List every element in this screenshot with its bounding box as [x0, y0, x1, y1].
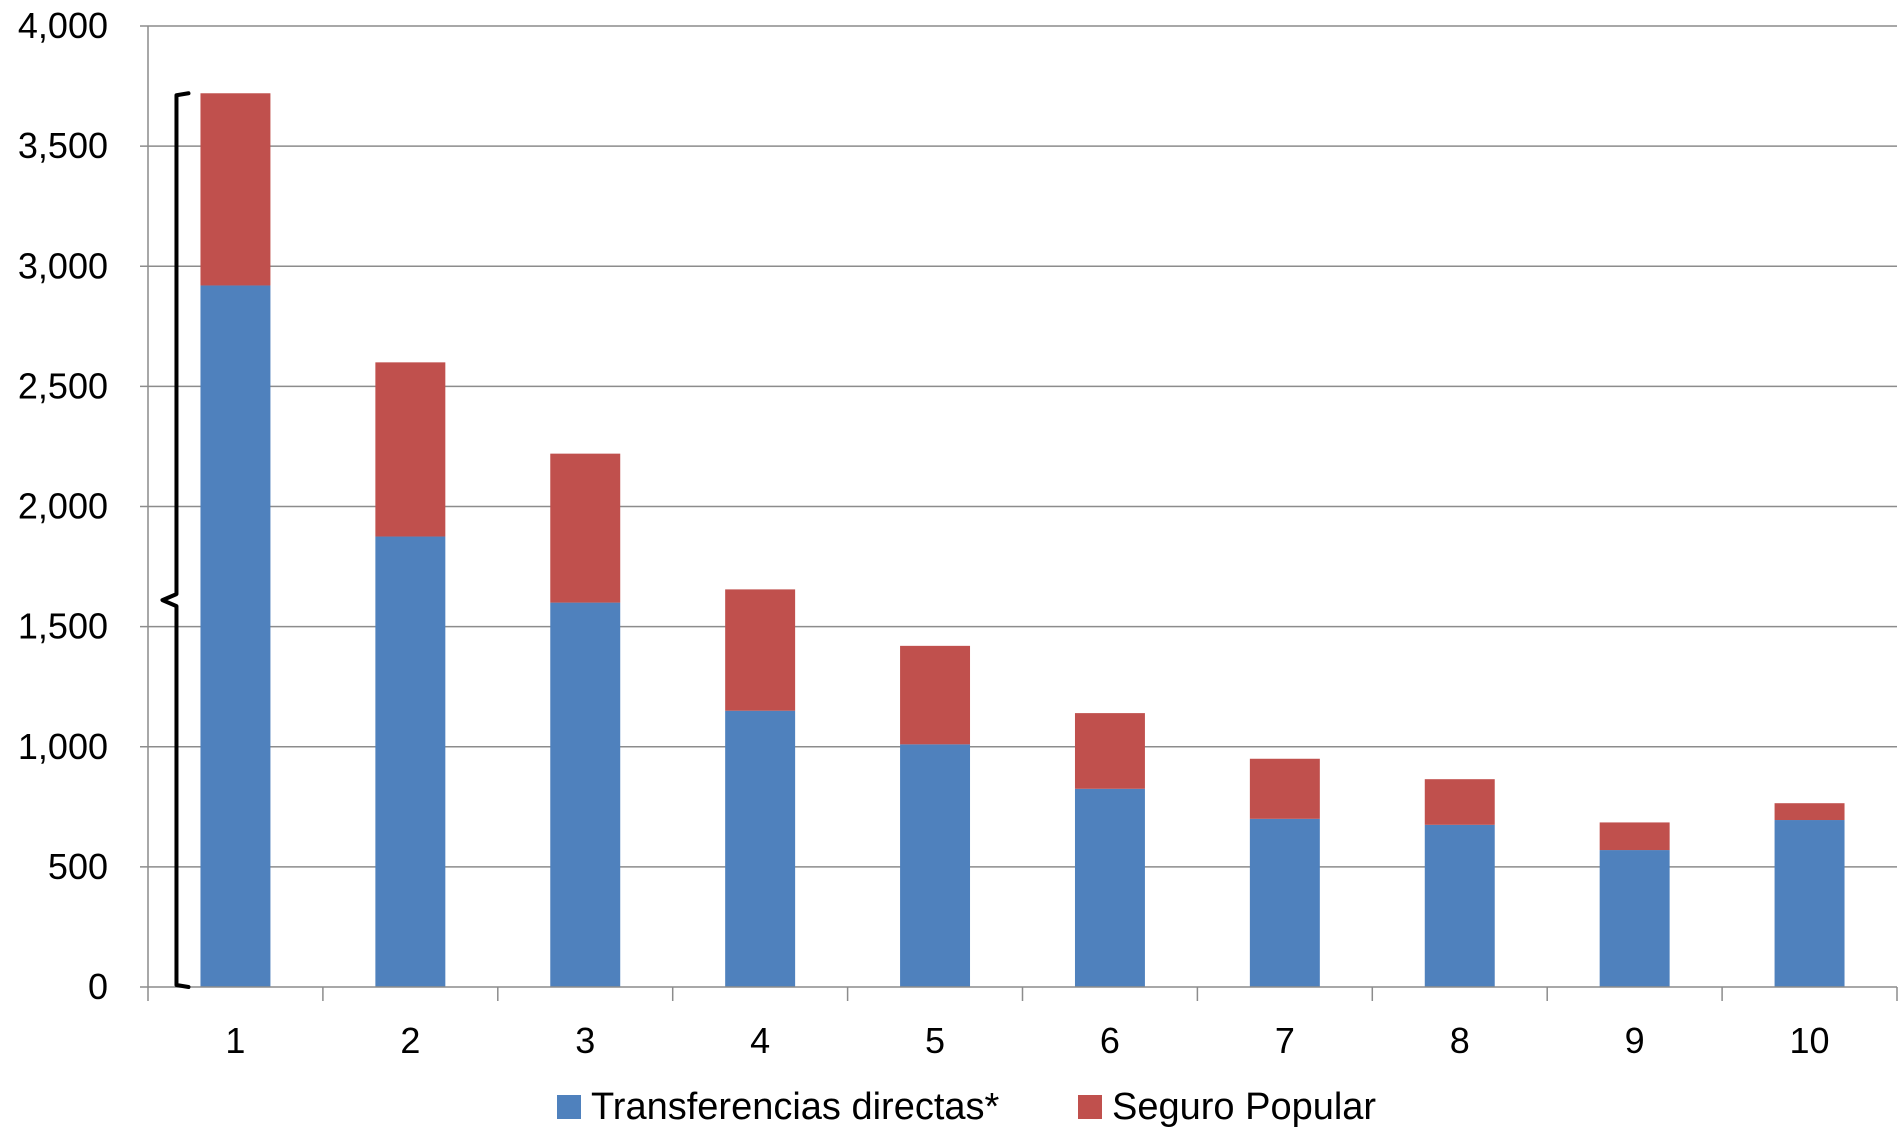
brace-annotation	[160, 91, 191, 989]
x-tick-label: 3	[575, 1020, 595, 1061]
annotations	[160, 91, 191, 989]
x-tick-label: 6	[1100, 1020, 1120, 1061]
bar-segment-transferencias	[1424, 824, 1495, 987]
bar-segment-transferencias	[900, 744, 971, 987]
x-tick-label: 2	[400, 1020, 420, 1061]
x-tick-label: 8	[1450, 1020, 1470, 1061]
bar-segment-transferencias	[1774, 820, 1845, 987]
x-tick-label: 5	[925, 1020, 945, 1061]
y-tick-label: 0	[88, 966, 108, 1007]
y-tick-label: 4,000	[18, 5, 108, 46]
bar-segment-seguro-popular	[550, 453, 621, 603]
legend-swatch-transferencias	[557, 1095, 581, 1119]
x-tick-label: 10	[1790, 1020, 1830, 1061]
y-tick-label: 500	[48, 846, 108, 887]
bar-segment-seguro-popular	[1424, 779, 1495, 825]
bar-segment-seguro-popular	[1249, 758, 1320, 819]
legend-swatch-seguro-popular	[1078, 1095, 1102, 1119]
y-tick-label: 3,000	[18, 245, 108, 286]
x-tick-label: 7	[1275, 1020, 1295, 1061]
axes: 0 500 1,000 1,500 2,000 2,500 3,000 3,500 4,000 1…	[18, 5, 1898, 1061]
x-tick-label: 9	[1625, 1020, 1645, 1061]
bar-segment-transferencias	[200, 285, 271, 988]
bar-segment-seguro-popular	[900, 645, 971, 745]
bar-segment-transferencias	[1249, 818, 1320, 987]
bars	[200, 93, 1845, 988]
bar-segment-seguro-popular	[375, 362, 446, 537]
bar-segment-seguro-popular	[1774, 803, 1845, 821]
bar-segment-transferencias	[1074, 788, 1145, 987]
bar-segment-transferencias	[725, 710, 796, 987]
legend-label-transferencias: Transferencias directas*	[591, 1086, 1000, 1128]
bar-segment-transferencias	[375, 536, 446, 987]
legend: Transferencias directas* Seguro Popular	[557, 1086, 1376, 1128]
y-tick-label: 3,500	[18, 125, 108, 166]
bar-segment-seguro-popular	[1599, 822, 1670, 851]
y-tick-label: 1,000	[18, 726, 108, 767]
bar-segment-transferencias	[1599, 850, 1670, 987]
y-tick-label: 1,500	[18, 606, 108, 647]
x-tick-label: 4	[750, 1020, 770, 1061]
y-tick-label: 2,500	[18, 365, 108, 406]
legend-label-seguro-popular: Seguro Popular	[1112, 1086, 1376, 1128]
y-tick-label: 2,000	[18, 486, 108, 527]
bar-segment-seguro-popular	[1074, 713, 1145, 789]
bar-segment-seguro-popular	[200, 93, 271, 286]
bar-segment-transferencias	[550, 602, 621, 987]
x-tick-label: 1	[225, 1020, 245, 1061]
bar-segment-seguro-popular	[725, 589, 796, 711]
